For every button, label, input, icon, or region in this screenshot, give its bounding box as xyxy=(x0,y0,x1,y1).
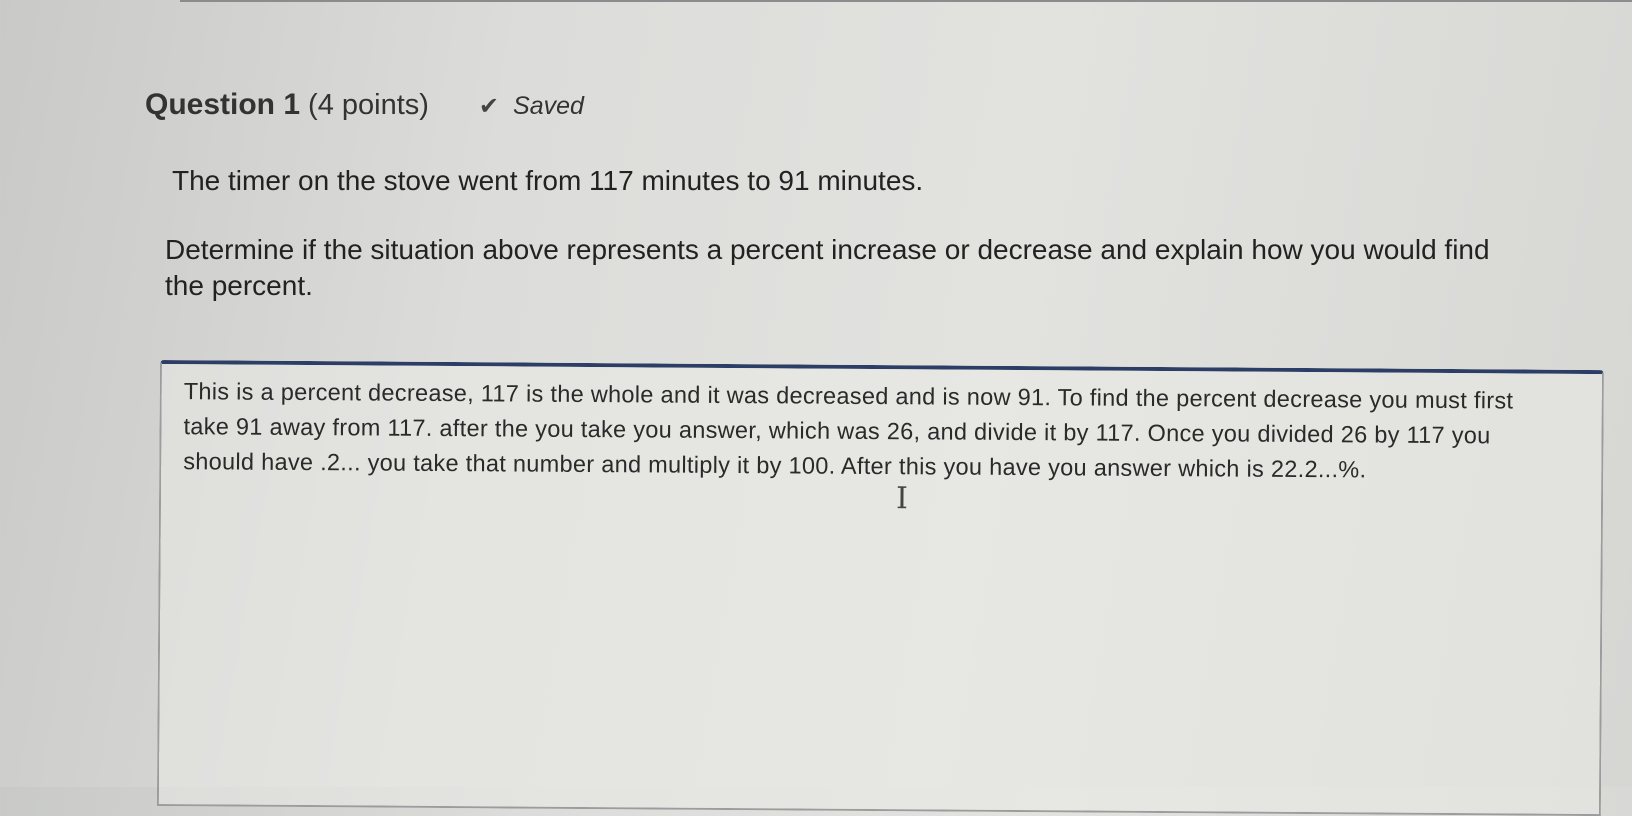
answer-text[interactable]: This is a percent decrease, 117 is the w… xyxy=(183,378,1514,483)
check-icon: ✔ xyxy=(478,93,500,120)
saved-status: ✔ Saved xyxy=(479,92,584,121)
saved-label: Saved xyxy=(513,92,584,120)
question-title: Question 1 xyxy=(145,88,301,121)
question-points: (4 points) xyxy=(308,89,429,121)
answer-textarea[interactable]: This is a percent decrease, 117 is the w… xyxy=(156,360,1604,816)
question-prompt: The timer on the stove went from 117 min… xyxy=(172,165,924,196)
divider xyxy=(180,0,1632,2)
question-header: Question 1 (4 points) ✔ Saved xyxy=(145,88,584,122)
text-cursor-icon: I xyxy=(895,481,909,517)
question-instruction: Determine if the situation above represe… xyxy=(165,234,1490,301)
